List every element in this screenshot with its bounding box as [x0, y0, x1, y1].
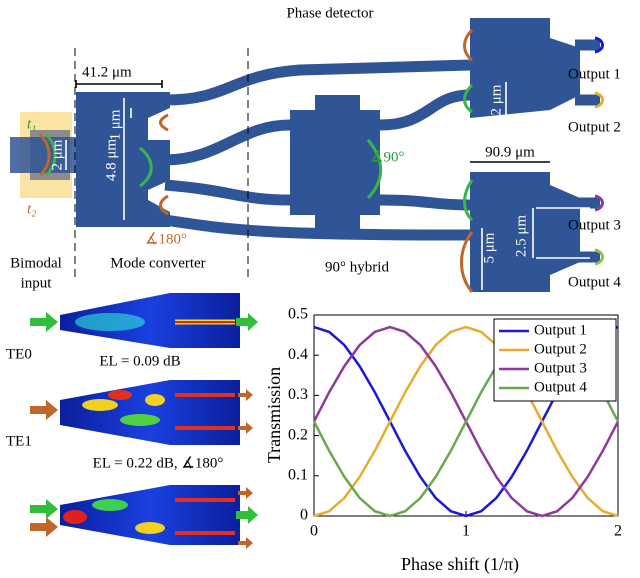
shape: [165, 65, 470, 100]
loss-label: EL = 0.22 dB, ∡180°: [93, 455, 224, 471]
shape: [30, 400, 58, 420]
shape: [380, 200, 470, 205]
dimension: 4.8 μm: [103, 139, 119, 182]
legend-label: Output 1: [534, 322, 587, 338]
section-label: Bimodal: [10, 255, 62, 271]
shape: [470, 18, 580, 118]
mode-label: TE1: [6, 433, 32, 449]
y-tick-label: 0.2: [288, 426, 308, 443]
shape: [165, 185, 290, 200]
output-label: Output 3: [568, 217, 621, 233]
shape: [10, 137, 78, 173]
section-label: Mode converter: [110, 255, 205, 271]
transmission-chart: Phase shift (1/π) Transmission 0 0.1 0.2 0.…: [264, 306, 622, 575]
shape: [290, 95, 380, 230]
shape: [135, 522, 165, 534]
phase-label: ∡180°: [145, 231, 187, 247]
legend-label: Output 3: [534, 360, 587, 376]
shape: [30, 517, 58, 537]
output-label: Output 1: [568, 66, 621, 82]
loss-label: EL = 0.09 dB: [99, 353, 180, 369]
shape: [238, 422, 253, 434]
section-label: input: [21, 275, 53, 291]
phase-label: ∡90°: [370, 149, 404, 165]
dimension: 90.9 μm: [485, 144, 535, 160]
shape: [380, 95, 470, 125]
mode-label: TE0: [6, 346, 32, 362]
shape: [30, 312, 58, 332]
x-tick-label: 2: [614, 523, 622, 540]
shape: [30, 499, 58, 519]
title: Phase detector: [286, 5, 373, 21]
shape: [92, 499, 128, 511]
x-tick-label: 0: [310, 523, 318, 540]
dimension: 1 μm: [107, 109, 123, 140]
shape: [82, 399, 118, 411]
y-tick-label: 0.3: [288, 386, 308, 403]
simulation-panels: TE0 EL = 0.09 dB TE1 EL = 0.22 dB, ∡180°: [6, 293, 258, 549]
shape: [60, 485, 240, 545]
dimension: 2 μm: [49, 139, 65, 170]
x-tick-label: 1: [462, 523, 470, 540]
shape: [238, 487, 253, 499]
output-label: Output 4: [568, 274, 621, 290]
dimension: 2.5 μm: [513, 215, 529, 258]
legend-label: Output 2: [534, 341, 587, 357]
shape: [60, 380, 240, 445]
y-axis-label: Transmission: [264, 367, 284, 463]
y-tick-label: 0.1: [288, 466, 308, 483]
section-label: 90° hybrid: [325, 259, 389, 275]
shape: [238, 389, 253, 401]
dimension: 2 μm: [488, 84, 504, 115]
shape: [63, 510, 87, 524]
shape: [238, 537, 253, 549]
shape: [165, 125, 290, 160]
shape: [76, 80, 162, 88]
shape: [108, 390, 132, 400]
shape: [161, 115, 169, 130]
shape: [145, 394, 165, 406]
mode-label: t₁: [27, 116, 36, 132]
dimension: 5 μm: [481, 232, 497, 263]
legend-label: Output 4: [534, 379, 587, 395]
shape: [120, 414, 160, 426]
shape: [75, 313, 145, 331]
y-tick-label: 0.5: [288, 306, 308, 323]
mode-label: t₂: [27, 201, 36, 217]
dimension: 41.2 μm: [82, 64, 132, 80]
output-label: Output 2: [568, 119, 621, 135]
y-tick-label: 0.4: [288, 346, 308, 363]
figure: Phase detector t₁ t₂ 41.2 μm 1 μm 4.8 μm…: [0, 0, 640, 578]
x-axis-label: Phase shift (1/π): [401, 554, 519, 575]
y-tick-label: 0: [300, 507, 308, 524]
